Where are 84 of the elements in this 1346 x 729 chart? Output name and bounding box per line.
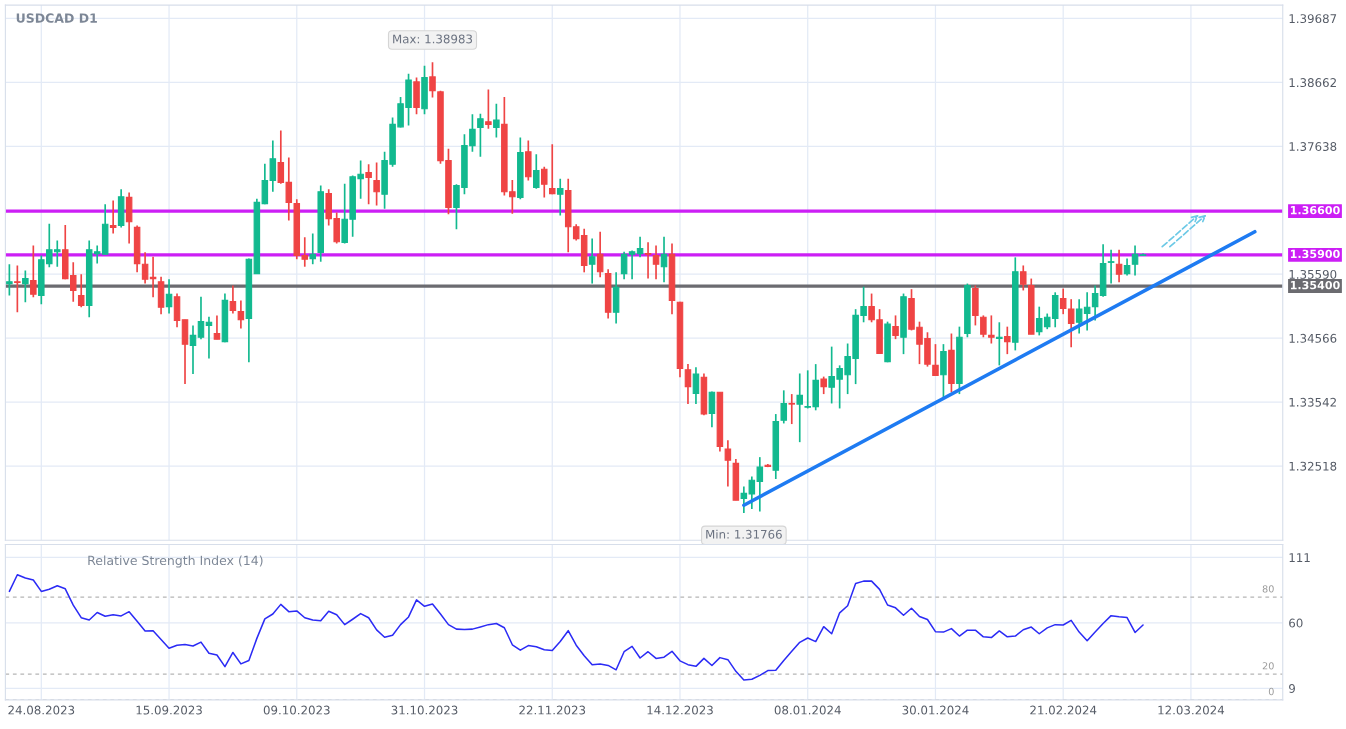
candlestick [620, 250, 628, 281]
ref-line-label: 20 [1262, 662, 1274, 670]
candlestick [596, 230, 604, 279]
candlestick [1020, 264, 1027, 292]
candlestick [22, 269, 29, 304]
candlestick [940, 343, 947, 399]
candlestick [477, 112, 484, 158]
candlestick [796, 372, 804, 443]
candlestick [197, 295, 205, 340]
candlestick [1115, 249, 1123, 284]
x-tick-label: 30.01.2024 [902, 705, 969, 715]
text: USDCAD D1 [16, 13, 97, 23]
candlestick [932, 343, 939, 377]
y-tick-label: 1.34566 [1289, 333, 1337, 343]
candlestick [692, 366, 700, 405]
annotation: Min: 1.31766 [706, 529, 782, 539]
candlestick [636, 235, 644, 259]
candlestick [556, 177, 564, 217]
candlestick [493, 102, 500, 139]
candlestick [6, 263, 13, 297]
ref-line-label: 0 [1268, 687, 1274, 696]
ref-line-label: 80 [1262, 585, 1274, 593]
y-tick-label: 1.35590 [1289, 269, 1337, 279]
candlestick [724, 439, 732, 488]
candlestick [996, 321, 1003, 367]
candlestick [1091, 284, 1099, 322]
candlestick [644, 241, 652, 280]
candlestick [213, 314, 221, 340]
y-tick-label: 1.38662 [1289, 78, 1336, 88]
candlestick [780, 389, 788, 425]
candlestick [1107, 249, 1115, 285]
y-tick-label: 1.37638 [1289, 142, 1337, 151]
candlestick [980, 314, 987, 339]
x-tick-label: 15.09.2023 [136, 705, 202, 715]
ref-line-label: 1.36600 [1290, 205, 1340, 215]
candlestick [14, 264, 21, 314]
candlestick [1067, 298, 1075, 349]
candlestick [189, 324, 197, 375]
y-tick-label: 1.32518 [1289, 461, 1337, 471]
x-tick-label: 31.10.2023 [391, 705, 458, 715]
candlestick [540, 165, 548, 199]
candlestick [30, 244, 37, 299]
candlestick [373, 161, 380, 207]
candlestick [365, 163, 372, 206]
candlestick [652, 244, 660, 281]
candlestick [109, 199, 117, 235]
candlestick [485, 88, 492, 130]
candlestick [141, 251, 149, 285]
candlestick [988, 314, 995, 345]
line-series [8, 573, 1144, 681]
candlestick [788, 393, 796, 425]
candlestick [1059, 287, 1067, 316]
annotation: Max: 1.38983 [393, 34, 473, 44]
x-tick-label: 09.10.2023 [263, 705, 330, 715]
text: Relative Strength Index (14) [88, 555, 263, 568]
candlestick [548, 143, 556, 196]
candlestick [892, 314, 899, 340]
y-tick-label: 1.33542 [1289, 397, 1336, 407]
candlestick [429, 61, 436, 99]
candlestick [237, 299, 245, 330]
x-tick-label: 12.03.2024 [1158, 705, 1225, 715]
candlestick [205, 315, 213, 360]
y-tick-label: 60 [1289, 618, 1303, 628]
x-tick-label: 22.11.2023 [519, 705, 586, 715]
x-tick-label: 21.02.2024 [1030, 705, 1097, 715]
y-tick-label: 9 [1289, 684, 1295, 693]
candlestick [1131, 244, 1139, 277]
candlestick [684, 363, 692, 405]
candlestick [309, 232, 317, 266]
y-tick-label: 1.39687 [1289, 14, 1337, 24]
x-tick-label: 24.08.2023 [8, 705, 75, 715]
candlestick [588, 237, 596, 285]
x-tick-label: 14.12.2023 [647, 705, 713, 715]
candlestick [628, 249, 636, 281]
candlestick [533, 153, 540, 190]
candlestick [173, 292, 181, 329]
candlestick [229, 284, 237, 315]
candlestick [1004, 325, 1011, 355]
candlestick [708, 390, 716, 429]
y-tick-label: 111 [1289, 553, 1310, 562]
candlestick [77, 273, 85, 309]
ref-line-label: 1.35400 [1290, 280, 1340, 290]
x-tick-label: 08.01.2024 [774, 705, 841, 715]
ref-line-label: 1.35900 [1290, 249, 1340, 259]
